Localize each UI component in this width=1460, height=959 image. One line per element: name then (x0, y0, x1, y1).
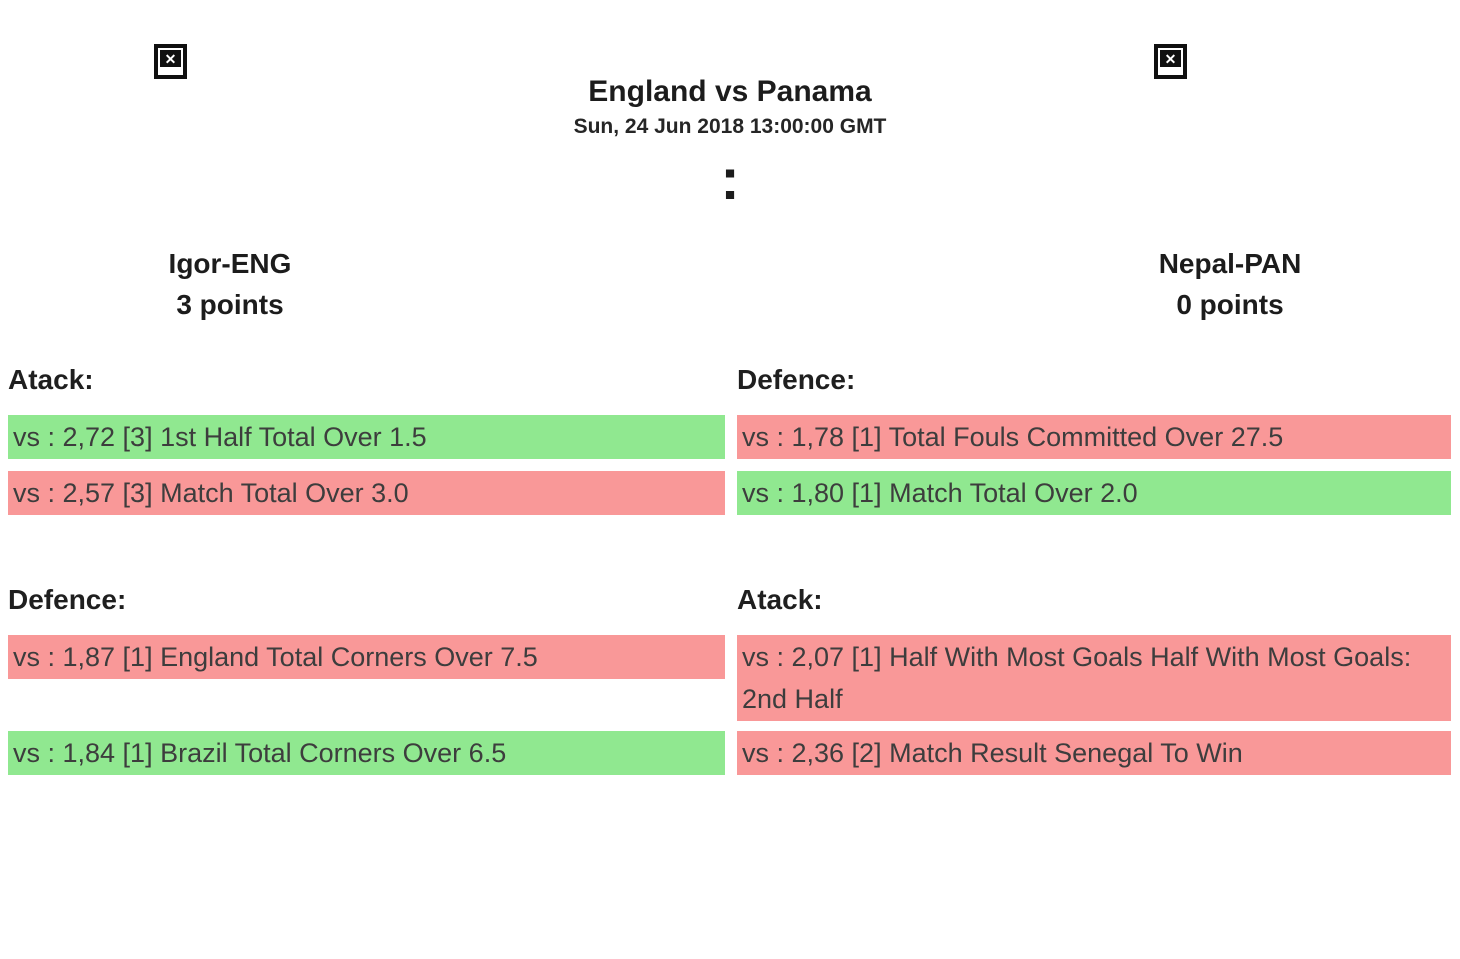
x-glyph: ✕ (1164, 50, 1177, 67)
bet-item: vs : 2,57 [3] Match Total Over 3.0 (8, 471, 725, 515)
section-heading-right-attack: Atack: (737, 584, 823, 615)
section-heading-right-defence: Defence: (737, 364, 856, 395)
bet-item: vs : 1,78 [1] Total Fouls Committed Over… (737, 415, 1451, 459)
bets-table: Atack: Defence: vs : 2,72 [3] 1st Half T… (8, 0, 1451, 775)
match-title: England vs Panama (588, 75, 872, 108)
player-left-name: Igor-ENG (168, 248, 292, 279)
bet-row: vs : 2,57 [3] Match Total Over 3.0 vs : … (8, 471, 1451, 515)
broken-image-icon: ✕ (154, 44, 187, 79)
bet-row: vs : 1,84 [1] Brazil Total Corners Over … (8, 731, 1451, 775)
player-right-points: 0 points (1176, 289, 1284, 320)
player-right: Nepal-PAN 0 points (1000, 248, 1460, 321)
bet-item: vs : 2,07 [1] Half With Most Goals Half … (737, 635, 1451, 721)
player-left: Igor-ENG 3 points (0, 248, 460, 321)
section-heading-left-defence: Defence: (8, 584, 127, 615)
match-kickoff-datetime: Sun, 24 Jun 2018 13:00:00 GMT (573, 115, 887, 138)
score-separator: : (720, 147, 740, 212)
section-headings-top: Atack: Defence: (8, 365, 1451, 395)
bet-item: vs : 1,84 [1] Brazil Total Corners Over … (8, 731, 725, 775)
bet-item: vs : 1,87 [1] England Total Corners Over… (8, 635, 725, 679)
bet-row: vs : 1,87 [1] England Total Corners Over… (8, 635, 1451, 721)
bet-item: vs : 2,36 [2] Match Result Senegal To Wi… (737, 731, 1451, 775)
bet-item: vs : 1,80 [1] Match Total Over 2.0 (737, 471, 1451, 515)
section-headings-bottom: Defence: Atack: (8, 585, 1451, 615)
section-heading-left-attack: Atack: (8, 364, 94, 395)
broken-image-x-icon: ✕ (160, 50, 181, 67)
x-glyph: ✕ (164, 50, 177, 67)
bet-item: vs : 2,72 [3] 1st Half Total Over 1.5 (8, 415, 725, 459)
player-left-points: 3 points (176, 289, 284, 320)
broken-image-icon: ✕ (1154, 44, 1187, 79)
player-right-name: Nepal-PAN (1158, 248, 1302, 279)
broken-image-x-icon: ✕ (1160, 50, 1181, 67)
bet-row: vs : 2,72 [3] 1st Half Total Over 1.5 vs… (8, 415, 1451, 459)
